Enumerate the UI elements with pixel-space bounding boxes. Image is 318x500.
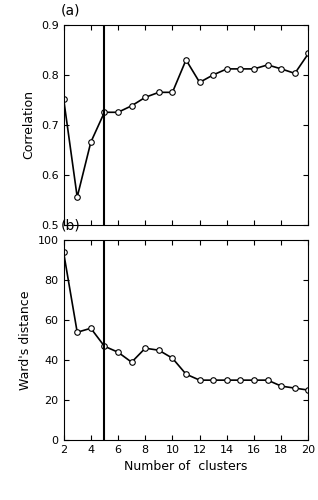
- X-axis label: Number of  clusters: Number of clusters: [124, 460, 248, 473]
- Y-axis label: Correlation: Correlation: [23, 90, 35, 160]
- Y-axis label: Ward's distance: Ward's distance: [19, 290, 32, 390]
- Text: (a): (a): [61, 3, 81, 17]
- Text: (b): (b): [61, 218, 81, 232]
